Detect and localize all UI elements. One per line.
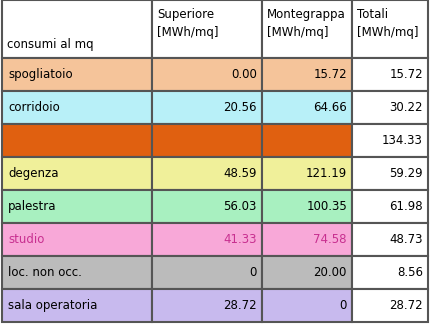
Bar (262, 223, 352, 256)
Bar (262, 124, 352, 157)
Bar (262, 0, 352, 58)
Bar (352, 157, 428, 190)
Text: consumi al mq: consumi al mq (7, 38, 94, 51)
Bar (2, 124, 152, 157)
Text: 48.59: 48.59 (224, 167, 257, 180)
Text: palestra: palestra (8, 200, 56, 213)
Bar (262, 58, 352, 91)
Text: 48.73: 48.73 (390, 233, 423, 246)
Text: 64.66: 64.66 (313, 101, 347, 114)
Text: spogliatoio: spogliatoio (8, 68, 73, 81)
Bar (262, 157, 352, 190)
Text: [MWh/mq]: [MWh/mq] (357, 26, 418, 39)
Bar (152, 289, 262, 322)
Bar (152, 256, 262, 289)
Text: 15.72: 15.72 (390, 68, 423, 81)
Text: 59.29: 59.29 (390, 167, 423, 180)
Text: 30.22: 30.22 (390, 101, 423, 114)
Text: sala operatoria: sala operatoria (8, 299, 97, 312)
Bar (262, 256, 352, 289)
Text: 20.56: 20.56 (224, 101, 257, 114)
Text: degenza: degenza (8, 167, 58, 180)
Bar (152, 124, 262, 157)
Bar (152, 190, 262, 223)
Bar (352, 256, 428, 289)
Bar (152, 223, 262, 256)
Bar (262, 289, 352, 322)
Text: loc. non occ.: loc. non occ. (8, 266, 82, 279)
Text: 134.33: 134.33 (382, 134, 423, 147)
Bar (2, 0, 152, 58)
Text: 56.03: 56.03 (224, 200, 257, 213)
Bar (352, 223, 428, 256)
Text: Superiore: Superiore (157, 8, 214, 21)
Bar (352, 91, 428, 124)
Bar (262, 91, 352, 124)
Text: cucina: cucina (8, 134, 46, 147)
Text: 72.45: 72.45 (223, 134, 257, 147)
Text: 0: 0 (340, 299, 347, 312)
Text: 0: 0 (250, 266, 257, 279)
Text: 8.56: 8.56 (397, 266, 423, 279)
Text: 20.00: 20.00 (313, 266, 347, 279)
Text: 100.35: 100.35 (306, 200, 347, 213)
Text: [MWh/mq]: [MWh/mq] (267, 26, 329, 39)
Bar (2, 256, 152, 289)
Bar (352, 0, 428, 58)
Bar (352, 58, 428, 91)
Text: studio: studio (8, 233, 44, 246)
Bar (2, 157, 152, 190)
Bar (152, 0, 262, 58)
Bar (2, 289, 152, 322)
Bar (262, 190, 352, 223)
Text: 15.72: 15.72 (313, 68, 347, 81)
Text: 74.58: 74.58 (313, 233, 347, 246)
Bar (352, 124, 428, 157)
Bar (352, 190, 428, 223)
Text: 230.65: 230.65 (306, 134, 347, 147)
Text: 0.00: 0.00 (231, 68, 257, 81)
Text: Montegrappa: Montegrappa (267, 8, 346, 21)
Bar (2, 190, 152, 223)
Text: Totali: Totali (357, 8, 388, 21)
Bar (152, 58, 262, 91)
Bar (2, 91, 152, 124)
Bar (2, 58, 152, 91)
Text: 28.72: 28.72 (223, 299, 257, 312)
Bar (152, 91, 262, 124)
Bar (352, 289, 428, 322)
Text: 41.33: 41.33 (224, 233, 257, 246)
Text: 61.98: 61.98 (390, 200, 423, 213)
Text: 28.72: 28.72 (390, 299, 423, 312)
Text: corridoio: corridoio (8, 101, 60, 114)
Bar (152, 157, 262, 190)
Text: [MWh/mq]: [MWh/mq] (157, 26, 218, 39)
Bar (2, 223, 152, 256)
Text: 121.19: 121.19 (306, 167, 347, 180)
